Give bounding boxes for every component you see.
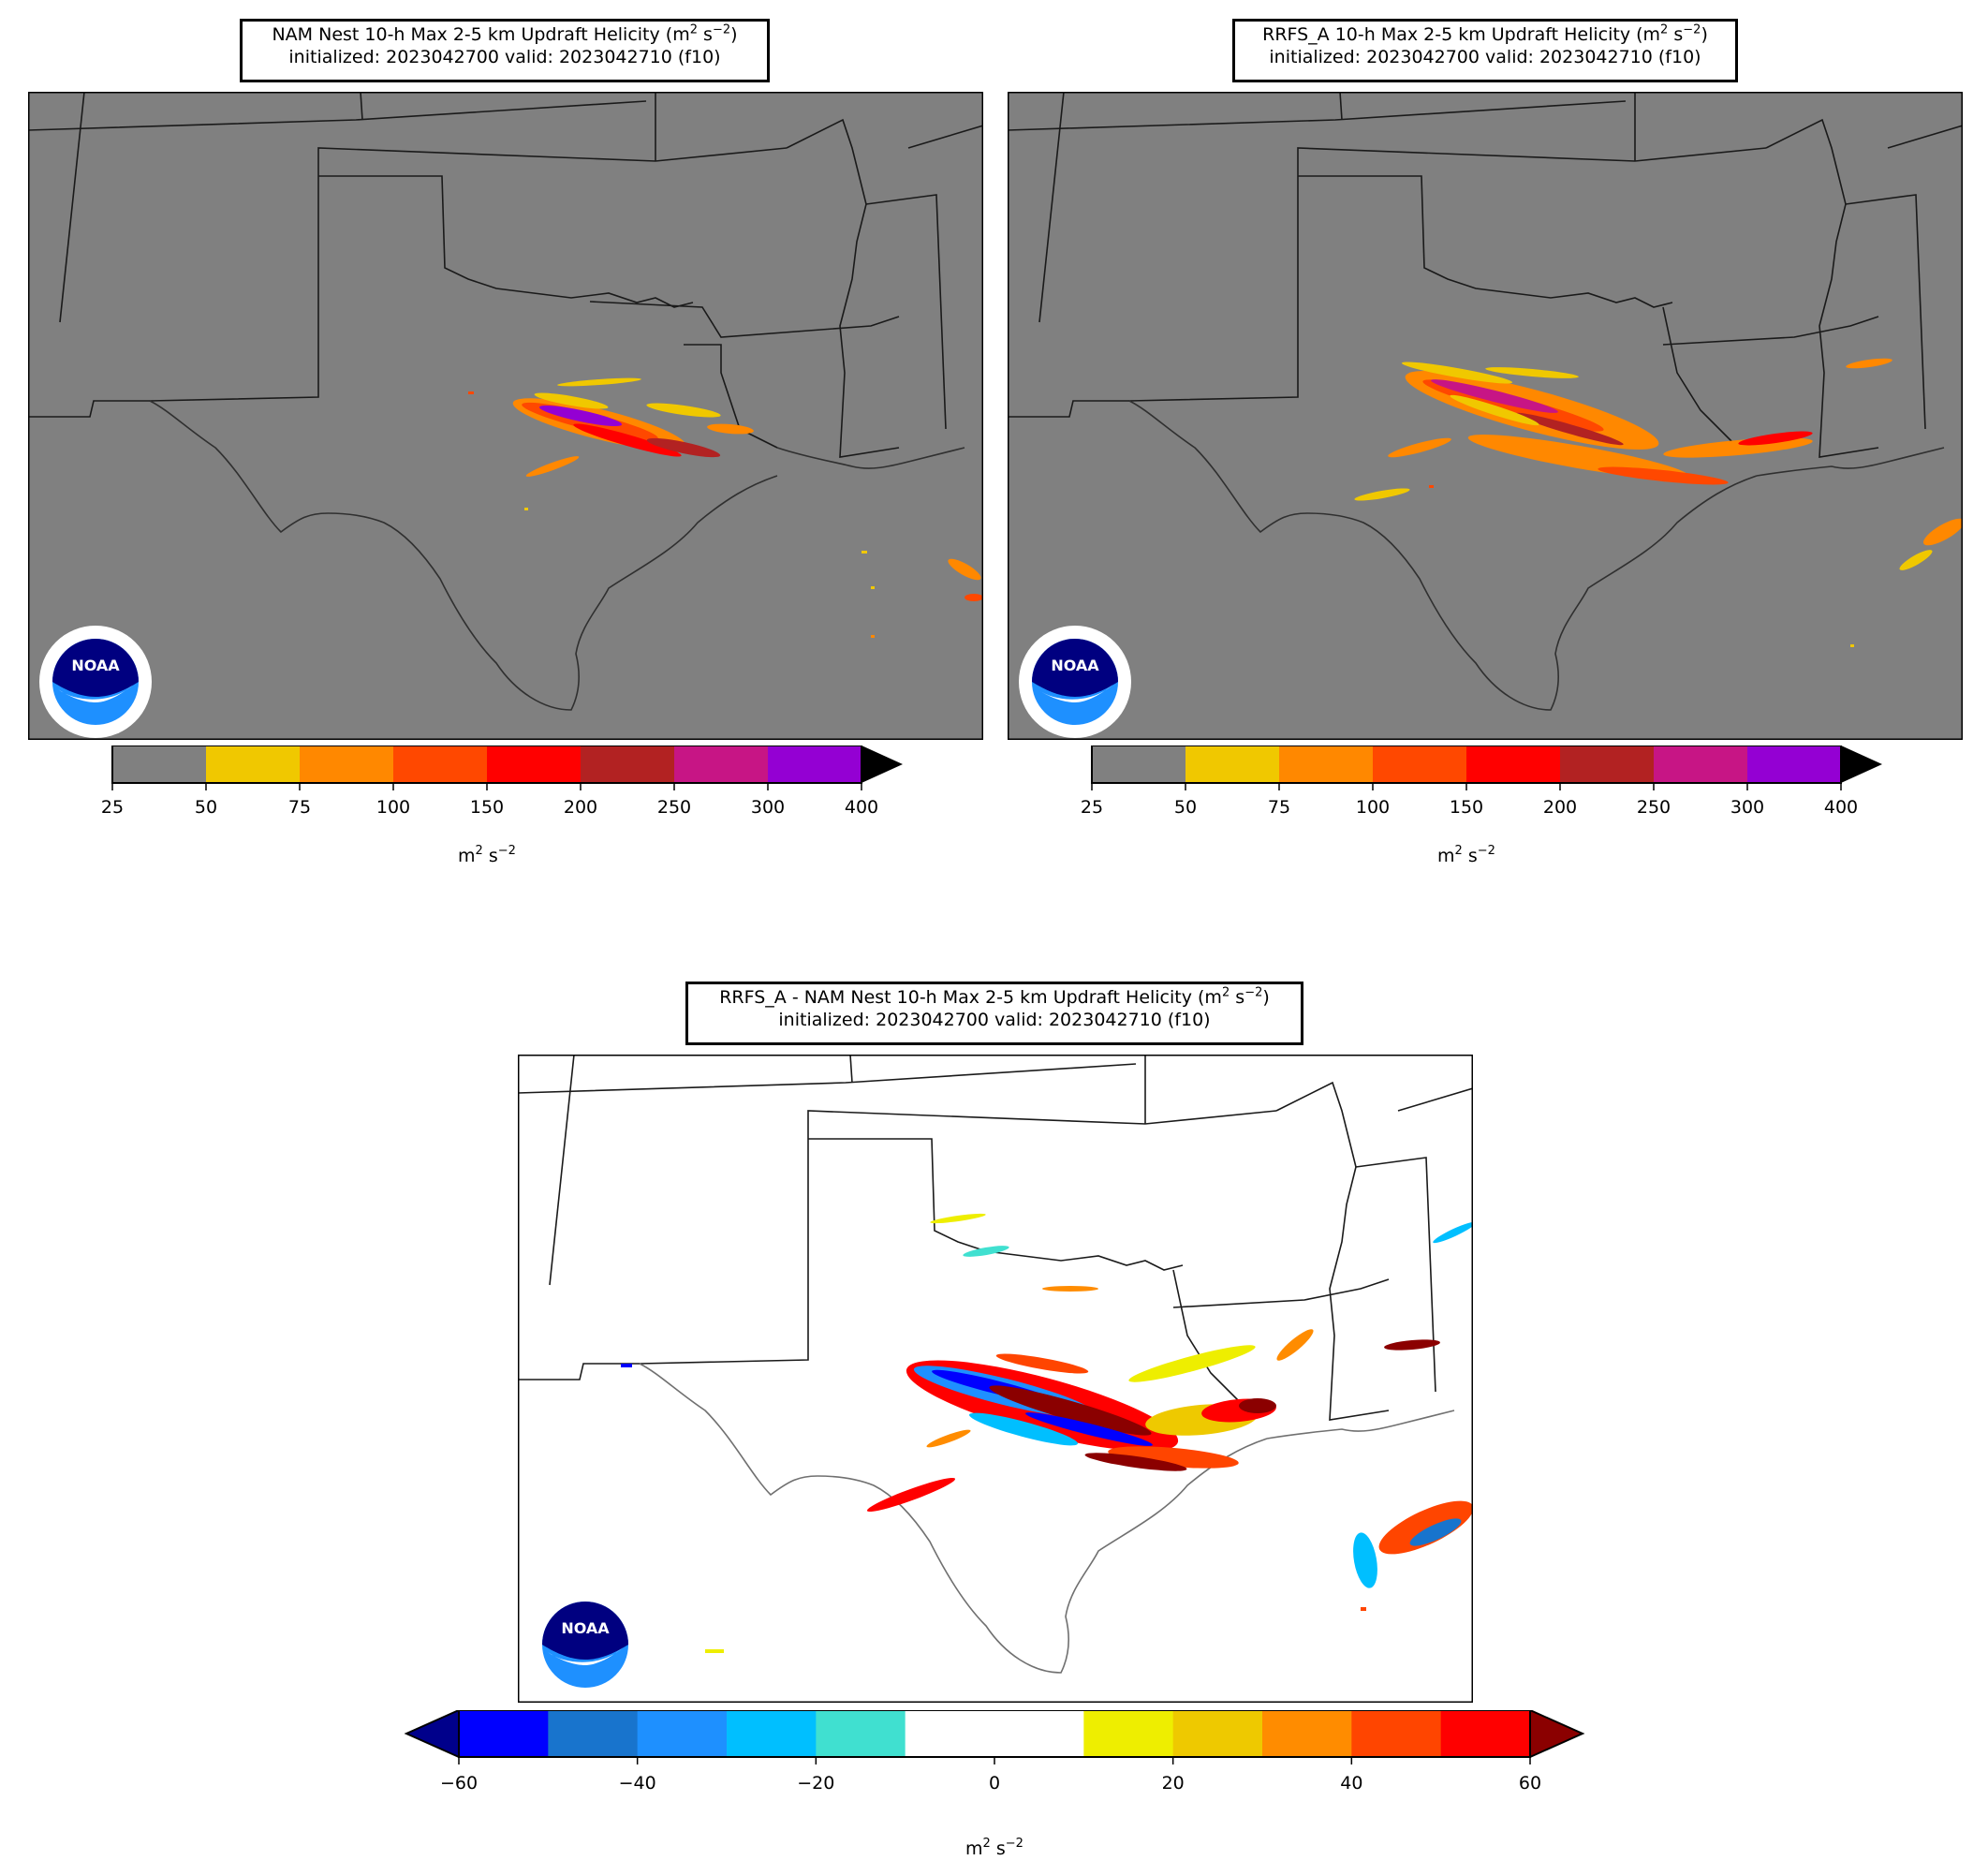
colorbar-segment xyxy=(1262,1710,1352,1757)
colorbar-segment xyxy=(768,746,862,783)
noaa-logo: NOAA xyxy=(529,1588,641,1701)
colorbar-segment xyxy=(300,746,394,783)
colorbar-tick-label: 200 xyxy=(1543,797,1577,818)
colorbar-tick-label: 150 xyxy=(1450,797,1483,818)
svg-text:NOAA: NOAA xyxy=(71,657,120,674)
colorbar-tick-label: 50 xyxy=(1174,797,1197,818)
rrfs-title: RRFS_A 10-h Max 2-5 km Updraft Helicity … xyxy=(1232,19,1738,82)
colorbar-segment xyxy=(1172,1710,1263,1757)
colorbar-segment xyxy=(1373,746,1467,783)
colorbar-tick-label: 400 xyxy=(845,797,878,818)
colorbar-tick-label: 75 xyxy=(288,797,311,818)
colorbar-tick-label: 150 xyxy=(470,797,504,818)
colorbar-tick-label: 75 xyxy=(1268,797,1290,818)
colorbar-segment xyxy=(816,1710,906,1757)
noaa-logo: NOAA xyxy=(39,626,152,738)
colorbar-segment xyxy=(1185,746,1280,783)
colorbar-tick-label: 60 xyxy=(1519,1773,1541,1794)
colorbar-tick-label: 400 xyxy=(1824,797,1858,818)
colorbar-tick-label: −20 xyxy=(797,1773,834,1794)
colorbar-tick-label: 0 xyxy=(989,1773,1000,1794)
nam-map xyxy=(28,92,983,740)
colorbar-tick-label: −60 xyxy=(440,1773,478,1794)
colorbar-segment xyxy=(1560,746,1655,783)
rrfs-map xyxy=(1008,92,1963,740)
colorbar-segment xyxy=(674,746,769,783)
colorbar-segment xyxy=(459,1710,549,1757)
colorbar-segment xyxy=(548,1710,639,1757)
diff-colorbar-unit: m2 s−2 xyxy=(965,1837,1023,1859)
colorbar-segment xyxy=(1279,746,1374,783)
colorbar-tick-label: 300 xyxy=(1730,797,1764,818)
colorbar-tick-label: 20 xyxy=(1162,1773,1185,1794)
colorbar-tick-label: −40 xyxy=(619,1773,656,1794)
colorbar-segment xyxy=(994,1710,1084,1757)
diff-title: RRFS_A - NAM Nest 10-h Max 2-5 km Updraf… xyxy=(685,982,1303,1045)
colorbar-tick-label: 100 xyxy=(1356,797,1390,818)
svg-text:NOAA: NOAA xyxy=(561,1619,610,1637)
colorbar-tick-label: 100 xyxy=(376,797,410,818)
colorbar-segment xyxy=(1351,1710,1442,1757)
colorbar-segment xyxy=(1747,746,1842,783)
nam-title: NAM Nest 10-h Max 2-5 km Updraft Helicit… xyxy=(240,19,770,82)
colorbar-tick-label: 50 xyxy=(195,797,217,818)
colorbar-segment xyxy=(581,746,675,783)
colorbar-tick-label: 40 xyxy=(1340,1773,1362,1794)
colorbar-tick-label: 25 xyxy=(101,797,124,818)
colorbar-segment xyxy=(1466,746,1561,783)
colorbar-segment xyxy=(206,746,301,783)
colorbar-segment xyxy=(487,746,582,783)
colorbar-segment xyxy=(393,746,488,783)
colorbar-tick-label: 200 xyxy=(564,797,597,818)
rrfs-colorbar: 25 50 75 100 150 200 250 300 400 m2 s−2 xyxy=(1081,746,1882,866)
colorbar-tick-label: 25 xyxy=(1081,797,1103,818)
colorbar-segment xyxy=(905,1710,995,1757)
colorbar-tick-label: 250 xyxy=(1637,797,1671,818)
colorbar-segment xyxy=(112,746,207,783)
rrfs-colorbar-unit: m2 s−2 xyxy=(1437,844,1495,866)
colorbar-segment xyxy=(1654,746,1748,783)
svg-text:NOAA: NOAA xyxy=(1051,657,1099,674)
diff-map xyxy=(518,1055,1473,1703)
noaa-logo: NOAA xyxy=(1019,626,1131,738)
colorbar-segment xyxy=(637,1710,728,1757)
nam-colorbar-unit: m2 s−2 xyxy=(458,844,516,866)
diff-colorbar: −60 −40 −20 0 20 40 60 m2 s−2 xyxy=(404,1710,1585,1859)
nam-colorbar: 25 50 75 100 150 200 250 300 400 m2 s−2 xyxy=(101,746,903,866)
colorbar-segment xyxy=(1083,1710,1174,1757)
colorbar-segment xyxy=(1440,1710,1531,1757)
colorbar-segment xyxy=(727,1710,817,1757)
colorbar-tick-label: 300 xyxy=(751,797,785,818)
colorbar-tick-label: 250 xyxy=(657,797,691,818)
colorbar-segment xyxy=(1092,746,1186,783)
